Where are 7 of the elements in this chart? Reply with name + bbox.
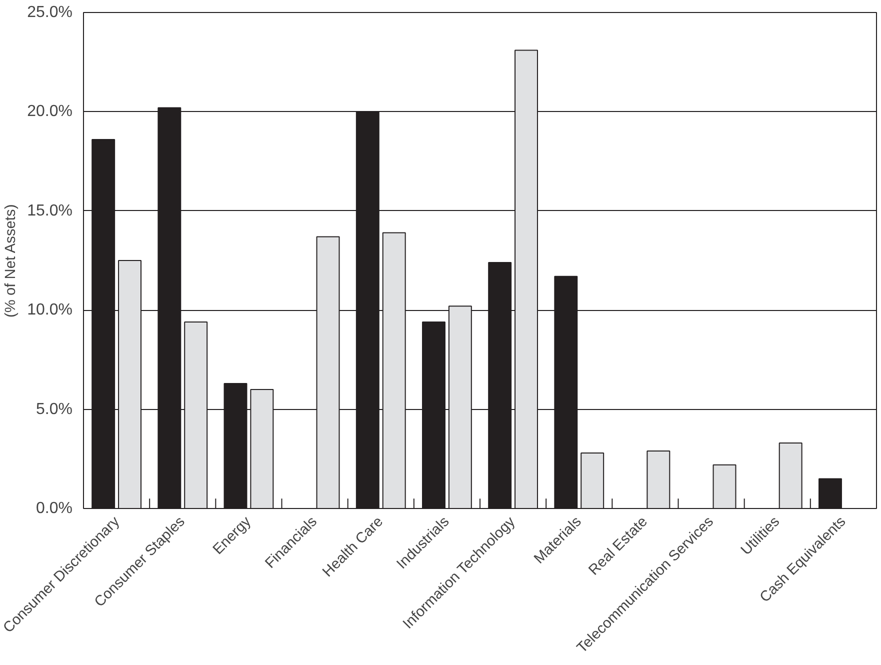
y-tick-label: 0.0% xyxy=(36,500,72,517)
y-axis-title: (% of Net Assets) xyxy=(3,204,20,318)
y-tick-label: 5.0% xyxy=(36,400,72,418)
y-tick-label: 15.0% xyxy=(27,202,73,220)
y-tick-label: 10.0% xyxy=(27,302,73,319)
y-tick-label: 20.0% xyxy=(27,103,73,120)
y-tick-label: 25.0% xyxy=(27,4,73,21)
